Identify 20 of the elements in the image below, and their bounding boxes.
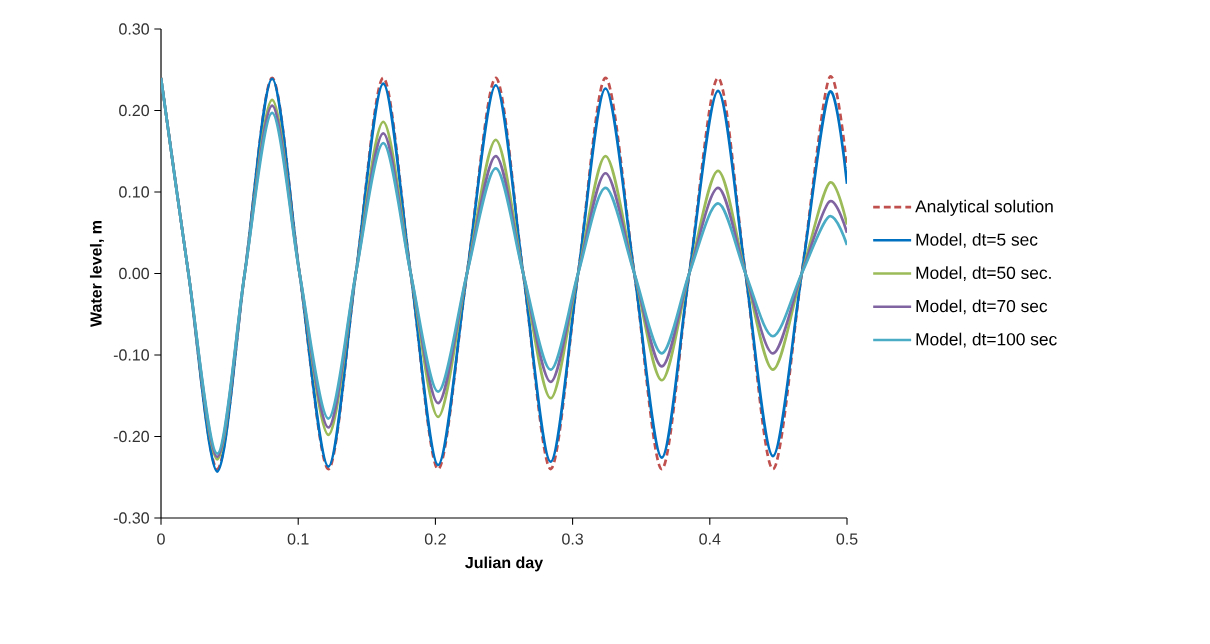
legend-label: Model, dt=50 sec. [916, 266, 1051, 281]
y-tick-label: 0.10 [119, 186, 150, 198]
y-tick-label: 0.00 [119, 267, 150, 280]
legend-label: Analytical solution [915, 199, 1053, 216]
legend-label: Model, dt=5 sec [916, 232, 1038, 248]
y-tick-label: -0.10 [113, 349, 150, 361]
x-tick-label: 0.2 [424, 533, 446, 545]
x-tick-label: 0.4 [699, 533, 721, 545]
x-tick-label: 0.1 [287, 533, 309, 545]
y-tick-label: -0.30 [113, 512, 150, 524]
x-tick-label: 0.3 [562, 533, 584, 545]
y-tick-label: 0.30 [119, 23, 150, 35]
legend-label: Model, dt=100 sec [916, 332, 1057, 348]
y-axis-title: Water level, m [89, 221, 104, 327]
y-tick-label: -0.20 [113, 430, 150, 443]
x-axis-title: Julian day [465, 556, 544, 572]
y-tick-label: 0.20 [119, 104, 150, 117]
x-tick-label: 0.5 [836, 533, 858, 545]
x-tick-label: 0 [157, 533, 165, 545]
legend-label: Model, dt=70 sec [916, 299, 1048, 315]
